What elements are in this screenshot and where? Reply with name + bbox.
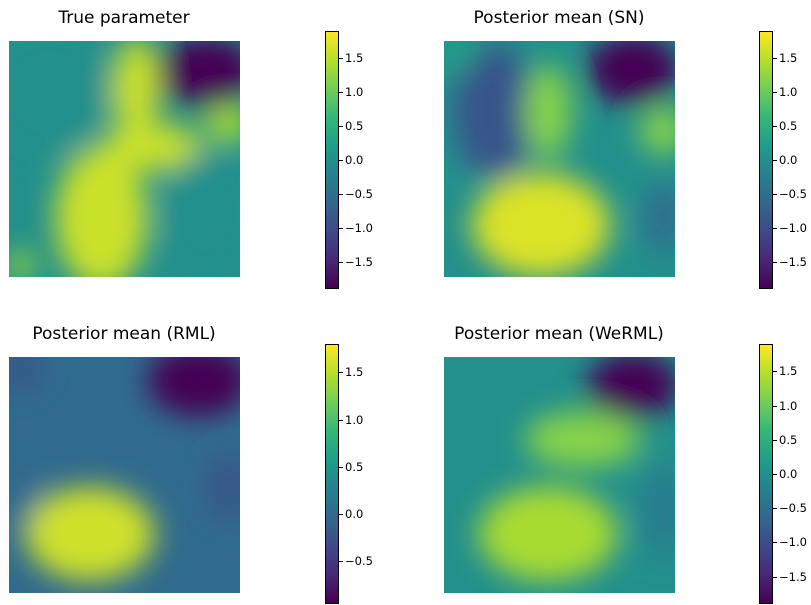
colorbar-tick-label: −0.5 — [339, 186, 373, 201]
colorbar-tick-label: −0.5 — [773, 186, 807, 201]
colorbar-tick-label: 0.0 — [772, 153, 798, 167]
colorbar-tick-label: −1.5 — [339, 254, 373, 269]
heatmap-region — [587, 41, 675, 105]
colorbar — [759, 31, 773, 289]
colorbar-tick-label: 0.5 — [338, 459, 364, 474]
heatmap — [444, 357, 675, 593]
colorbar — [759, 344, 773, 604]
heatmap-region — [9, 251, 35, 277]
heatmap-region — [524, 411, 641, 468]
panel-title: Posterior mean (WeRML) — [454, 324, 664, 344]
colorbar-tick-label: 0.0 — [338, 507, 364, 522]
heatmap-region — [587, 357, 675, 419]
colorbar-tick-label: 1.0 — [338, 412, 364, 427]
heatmap-region — [163, 151, 240, 270]
heatmap-region — [25, 486, 155, 582]
colorbar-tick-label: 1.5 — [338, 365, 364, 380]
colorbar-tick-label: −0.5 — [339, 554, 373, 569]
heatmap-region — [205, 104, 240, 143]
colorbar-tick-label: −1.0 — [339, 220, 373, 235]
colorbar-tick-label: 1.5 — [772, 364, 798, 379]
heatmap-region — [154, 41, 240, 108]
colorbar-tick-label: −1.5 — [773, 254, 807, 269]
colorbar-tick-label: −0.5 — [773, 501, 807, 516]
colorbar-tick-label: −1.0 — [773, 220, 807, 235]
colorbar-tick-label: −1.5 — [773, 569, 807, 584]
colorbar-tick-label: 1.5 — [772, 51, 798, 66]
heatmap-region — [147, 357, 240, 416]
colorbar-tick-label: 1.0 — [772, 398, 798, 413]
panel-title: Posterior mean (SN) — [473, 8, 645, 28]
colorbar-tick-label: 1.0 — [772, 85, 798, 100]
heatmap — [9, 41, 240, 277]
heatmap-region — [478, 486, 618, 582]
colorbar-tick-label: 1.0 — [338, 85, 364, 100]
heatmap-region — [112, 41, 160, 141]
heatmap-region — [444, 41, 475, 72]
heatmap-region — [9, 470, 40, 527]
heatmap-region — [453, 45, 537, 178]
panel-title: Posterior mean (RML) — [32, 324, 216, 344]
heatmap-region — [9, 357, 44, 393]
colorbar — [325, 31, 339, 289]
heatmap-region — [471, 173, 611, 277]
colorbar-tick-label: 0.0 — [338, 153, 364, 167]
heatmap-region — [640, 463, 675, 558]
colorbar-tick-label: −1.0 — [773, 535, 807, 550]
panel-title: True parameter — [58, 8, 190, 28]
heatmap-region — [205, 451, 240, 523]
colorbar-tick-label: 0.5 — [772, 119, 798, 134]
colorbar-tick-label: 1.5 — [338, 51, 364, 66]
colorbar-tick-label: 0.5 — [772, 432, 798, 447]
heatmap-region — [55, 147, 148, 277]
heatmap-region — [9, 41, 109, 152]
colorbar-tick-label: 0.5 — [338, 119, 364, 134]
heatmap-region — [644, 182, 675, 254]
heatmap-region — [524, 64, 572, 159]
colorbar-tick-label: 0.0 — [772, 467, 798, 481]
colorbar — [325, 344, 339, 604]
heatmap — [444, 41, 675, 277]
heatmap — [9, 357, 240, 593]
heatmap-region — [640, 107, 675, 155]
